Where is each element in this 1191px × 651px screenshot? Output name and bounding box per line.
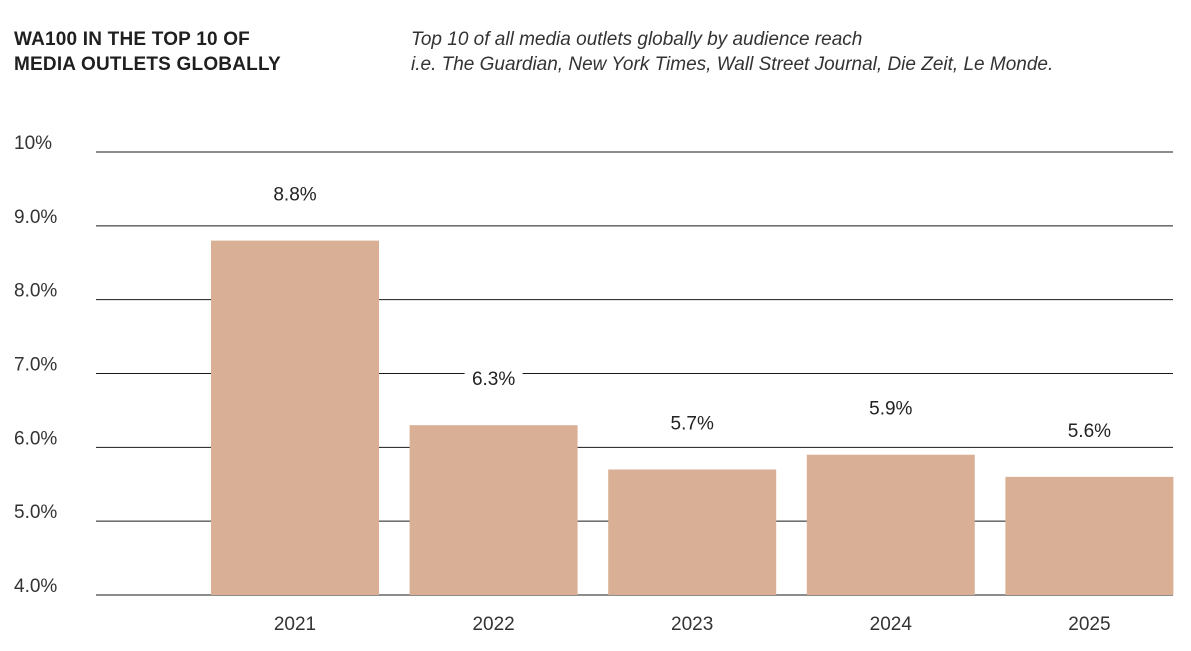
bars: [211, 240, 1174, 595]
value-label-background: [1060, 419, 1119, 444]
y-tick-label: 7.0%: [14, 355, 57, 376]
y-tick-label: 9.0%: [14, 207, 57, 228]
value-label-background: [464, 368, 523, 393]
y-tick-label: 5.0%: [14, 502, 57, 523]
y-tick-label: 10%: [14, 133, 52, 154]
bar-2023: [608, 469, 777, 595]
value-label: 8.8%: [273, 185, 316, 206]
y-axis-tick-labels: 10% 9.0% 8.0% 7.0% 6.0% 5.0% 4.0%: [14, 133, 57, 597]
x-tick-label: 2022: [472, 614, 514, 635]
y-tick-label: 6.0%: [14, 428, 57, 449]
x-tick-label: 2023: [671, 614, 713, 635]
bar-2021: [211, 240, 379, 595]
value-label: 5.9%: [869, 399, 912, 420]
y-tick-label: 8.0%: [14, 281, 57, 302]
x-axis-tick-labels: 2021 2022 2023 2024 2025: [274, 614, 1111, 635]
chart-subtitle: Top 10 of all media outlets globally by …: [411, 27, 1053, 77]
subtitle-line-2: i.e. The Guardian, New York Times, Wall …: [411, 54, 1054, 75]
x-tick-label: 2021: [274, 614, 316, 635]
value-label-background: [861, 397, 920, 422]
bar-2022: [409, 425, 578, 595]
value-label: 6.3%: [472, 369, 515, 390]
x-tick-label: 2025: [1068, 614, 1110, 635]
y-tick-label: 4.0%: [14, 576, 57, 597]
value-labels: 8.8% 6.3% 5.7% 5.9% 5.6%: [266, 183, 1119, 444]
subtitle-line-1: Top 10 of all media outlets globally by …: [411, 29, 863, 50]
value-label-background: [266, 183, 324, 208]
value-label-background: [663, 412, 722, 437]
value-label: 5.7%: [671, 413, 714, 434]
bar-2024: [806, 454, 975, 595]
x-tick-label: 2024: [870, 614, 913, 635]
bar-2025: [1005, 476, 1174, 595]
value-label: 5.6%: [1068, 421, 1111, 442]
chart-title: WA100 IN THE TOP 10 OF MEDIA OUTLETS GLO…: [14, 29, 281, 75]
